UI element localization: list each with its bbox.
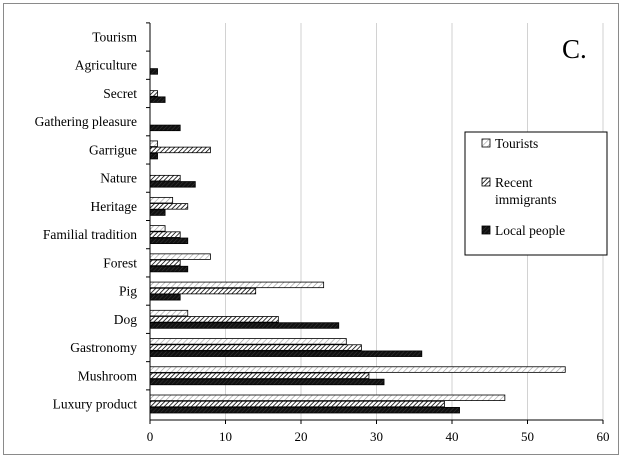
bar-heritage-recent-immigrants: [149, 203, 189, 210]
bar-heritage-tourists: [149, 196, 174, 204]
bar-garrigue-tourists: [149, 140, 158, 147]
legend: Tourists Recent immigrants Local people: [464, 131, 608, 256]
category-label-forest: Forest: [103, 255, 137, 270]
legend-swatch-local-people: [481, 225, 491, 235]
bar-nature-recent-immigrants: [149, 174, 181, 182]
bar-gathering-pleasure-local-people: [149, 124, 181, 132]
bar-familial-tradition-recent-immigrants: [149, 231, 181, 238]
category-label-familial-tradition: Familial tradition: [43, 227, 137, 242]
bar-secret-local-people: [149, 96, 166, 103]
x-tick-label-50: 50: [521, 429, 534, 444]
category-label-mushroom: Mushroom: [78, 368, 138, 383]
bar-mushroom-recent-immigrants: [149, 372, 370, 379]
bar-luxury-product-recent-immigrants: [149, 400, 445, 408]
bar-dog-recent-immigrants: [149, 316, 279, 323]
bar-gastronomy-recent-immigrants: [149, 344, 362, 351]
bar-pig-recent-immigrants: [149, 287, 257, 295]
category-label-heritage: Heritage: [91, 199, 137, 214]
bar-secret-recent-immigrants: [149, 90, 158, 97]
bar-forest-local-people: [149, 265, 189, 273]
category-label-pig: Pig: [119, 284, 137, 299]
bar-forest-recent-immigrants: [149, 259, 181, 267]
bar-dog-tourists: [149, 309, 189, 317]
category-label-tourism: Tourism: [92, 30, 137, 45]
x-tick-label-60: 60: [597, 429, 610, 444]
axes: [146, 22, 604, 424]
bar-gastronomy-local-people: [149, 350, 423, 357]
bar-mushroom-local-people: [149, 378, 385, 386]
panel-label: C.: [562, 34, 587, 64]
category-label-agriculture: Agriculture: [75, 58, 137, 73]
x-tick-label-10: 10: [219, 429, 232, 444]
x-tick-label-40: 40: [446, 429, 459, 444]
legend-label-recent-immigrants: Recent immigrants: [495, 175, 557, 207]
bar-nature-local-people: [149, 181, 196, 188]
x-tick-label-30: 30: [370, 429, 383, 444]
legend-label-tourists: Tourists: [495, 136, 538, 151]
x-tick-label-0: 0: [147, 429, 154, 444]
legend-label-local-people: Local people: [495, 223, 565, 238]
category-labels: Tourism Agriculture Secret Gathering pleasu…: [35, 30, 138, 412]
bar-agriculture-local-people: [149, 68, 158, 75]
category-label-secret: Secret: [103, 86, 137, 101]
tick-labels: 0 10 20 30 40 50 60: [147, 429, 610, 444]
bar-heritage-local-people: [149, 209, 166, 216]
legend-swatch-recent-immigrants: [481, 177, 491, 187]
bar-forest-tourists: [149, 253, 211, 260]
legend-swatch-tourists: [481, 138, 491, 148]
bar-dog-local-people: [149, 322, 340, 329]
bar-familial-tradition-local-people: [149, 237, 189, 245]
category-label-garrigue: Garrigue: [89, 142, 137, 157]
bar-garrigue-recent-immigrants: [149, 146, 211, 154]
legend-box: [464, 131, 608, 256]
bar-pig-tourists: [149, 281, 325, 289]
category-label-nature: Nature: [100, 171, 137, 186]
bar-luxury-product-local-people: [149, 406, 460, 414]
x-tick-label-20: 20: [295, 429, 308, 444]
category-label-gastronomy: Gastronomy: [70, 340, 137, 355]
category-label-gathering-pleasure: Gathering pleasure: [35, 114, 137, 129]
bar-familial-tradition-tourists: [149, 225, 166, 232]
bar-garrigue-local-people: [149, 152, 158, 160]
bar-mushroom-tourists: [149, 366, 566, 373]
bar-pig-local-people: [149, 294, 181, 301]
category-label-dog: Dog: [114, 312, 137, 327]
bar-luxury-product-tourists: [149, 394, 506, 401]
category-label-luxury-product: Luxury product: [53, 397, 138, 412]
bar-gastronomy-tourists: [149, 338, 347, 345]
bars: [149, 68, 566, 414]
